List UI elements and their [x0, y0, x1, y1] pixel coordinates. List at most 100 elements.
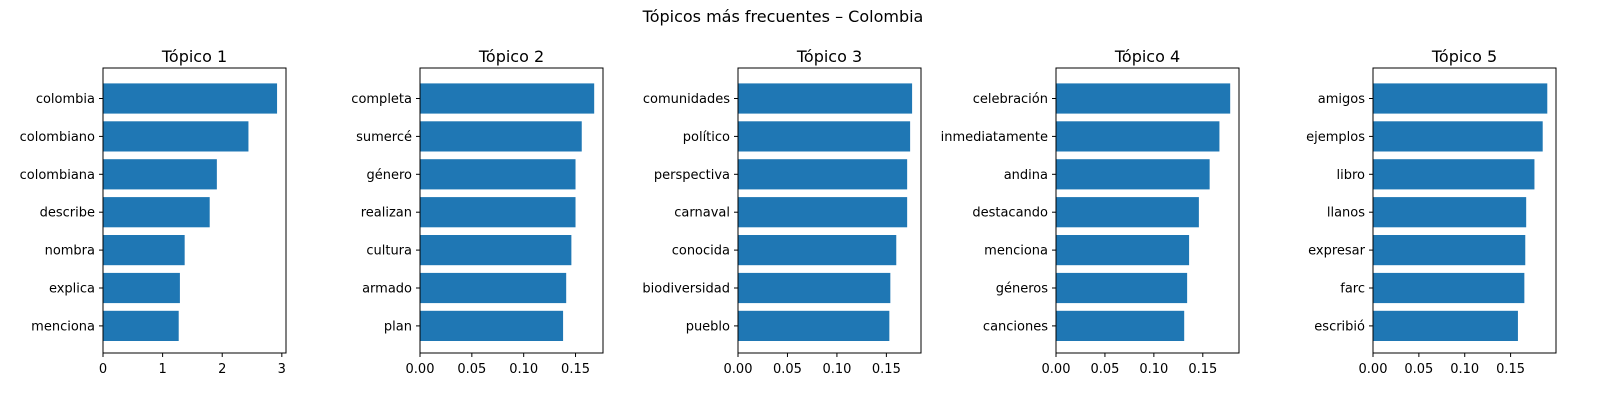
- subplot-title: Tópico 2: [478, 47, 544, 66]
- bar: [1373, 83, 1548, 114]
- bar: [1056, 197, 1199, 228]
- category-label: ejemplos: [1306, 130, 1365, 145]
- subplot-topico-5: Tópico 5 amigos ejemplos libro llanos expresa…: [1306, 47, 1557, 377]
- figure-suptitle: Tópicos más frecuentes – Colombia: [642, 7, 924, 26]
- bar: [420, 235, 572, 266]
- bar: [1373, 197, 1527, 228]
- bar: [1373, 235, 1526, 266]
- category-label: menciona: [31, 319, 95, 334]
- bar: [1373, 272, 1525, 304]
- subplot-title: Tópico 3: [796, 47, 862, 66]
- bar: [738, 121, 911, 152]
- category-label: llanos: [1327, 206, 1365, 221]
- bar: [103, 272, 180, 304]
- x-tick-label: 0.15: [561, 362, 590, 377]
- x-tick-label: 0.15: [1188, 362, 1217, 377]
- category-label: explica: [49, 282, 95, 297]
- axes-frame: [737, 67, 922, 354]
- x-tick-label: 0.10: [1450, 362, 1479, 377]
- axes-frame: [102, 67, 287, 354]
- category-label: biodiversidad: [642, 282, 730, 297]
- category-label: inmediatamente: [941, 130, 1048, 145]
- subplot-title: Tópico 1: [161, 47, 227, 66]
- bar: [1056, 310, 1185, 341]
- subplot-topico-3: Tópico 3 comunidades político perspectiva ca…: [642, 47, 922, 377]
- x-tick-label: 0.00: [406, 362, 435, 377]
- x-tick-label: 2: [218, 362, 226, 377]
- bar: [103, 197, 210, 228]
- bar: [738, 159, 908, 190]
- category-label: colombiana: [20, 168, 95, 183]
- category-label: describe: [40, 206, 95, 221]
- category-label: libro: [1337, 168, 1366, 183]
- category-label: amigos: [1318, 92, 1365, 107]
- x-tick-label: 0: [99, 362, 107, 377]
- category-label: menciona: [984, 244, 1048, 259]
- bar: [738, 272, 891, 304]
- x-tick-label: 0.10: [822, 362, 851, 377]
- subplot-title: Tópico 4: [1114, 47, 1180, 66]
- category-label: expresar: [1308, 244, 1366, 259]
- bar: [1056, 272, 1188, 304]
- category-label: conocida: [672, 244, 730, 259]
- category-label: carnaval: [674, 206, 730, 221]
- bar: [1373, 159, 1535, 190]
- category-label: pueblo: [686, 319, 730, 334]
- category-label: canciones: [983, 319, 1048, 334]
- bar: [103, 310, 179, 341]
- x-tick-label: 0.05: [457, 362, 486, 377]
- category-label: cultura: [366, 244, 412, 259]
- x-tick-label: 1: [158, 362, 166, 377]
- category-label: perspectiva: [654, 168, 730, 183]
- bar: [738, 310, 890, 341]
- x-tick-label: 0.05: [773, 362, 802, 377]
- axes-frame: [1055, 67, 1240, 354]
- subplot-title: Tópico 5: [1431, 47, 1497, 66]
- bar: [420, 197, 576, 228]
- bar: [420, 310, 564, 341]
- category-label: nombra: [45, 244, 95, 259]
- x-tick-label: 0.15: [872, 362, 901, 377]
- category-label: destacando: [972, 206, 1048, 221]
- bar: [1056, 121, 1220, 152]
- category-label: colombiano: [20, 130, 95, 145]
- bar: [1373, 121, 1543, 152]
- axes-frame: [419, 67, 604, 354]
- x-tick-label: 3: [278, 362, 286, 377]
- bar: [103, 83, 278, 114]
- bar: [420, 83, 595, 114]
- bar: [738, 197, 908, 228]
- x-tick-label: 0.00: [1359, 362, 1388, 377]
- x-tick-label: 0.05: [1090, 362, 1119, 377]
- bar: [738, 235, 897, 266]
- category-label: colombia: [36, 92, 95, 107]
- category-label: celebración: [973, 92, 1048, 107]
- bar: [1056, 159, 1210, 190]
- category-label: sumercé: [356, 130, 412, 145]
- x-tick-label: 0.10: [1139, 362, 1168, 377]
- bar: [420, 272, 567, 304]
- bar: [738, 83, 913, 114]
- bar: [103, 235, 185, 266]
- category-label: completa: [351, 92, 412, 107]
- subplot-topico-4: Tópico 4 celebración inmediatamente andina d…: [941, 47, 1240, 377]
- bar: [420, 159, 576, 190]
- x-tick-label: 0.10: [509, 362, 538, 377]
- category-label: farc: [1340, 282, 1365, 297]
- bar: [1373, 310, 1518, 341]
- subplot-topico-2: Tópico 2 completa sumercé género realizan cul…: [351, 47, 604, 377]
- category-label: andina: [1004, 168, 1048, 183]
- category-label: comunidades: [643, 92, 730, 107]
- bar: [103, 159, 217, 190]
- category-label: géneros: [996, 282, 1049, 297]
- bar: [1056, 235, 1190, 266]
- bar: [1056, 83, 1231, 114]
- category-label: político: [683, 130, 730, 145]
- x-tick-label: 0.00: [724, 362, 753, 377]
- x-tick-label: 0.15: [1496, 362, 1525, 377]
- category-label: realizan: [361, 206, 412, 221]
- subplots: Tópico 1 colombia colombiano colombiana desc…: [20, 47, 1557, 377]
- x-tick-label: 0.05: [1404, 362, 1433, 377]
- category-label: armado: [362, 282, 412, 297]
